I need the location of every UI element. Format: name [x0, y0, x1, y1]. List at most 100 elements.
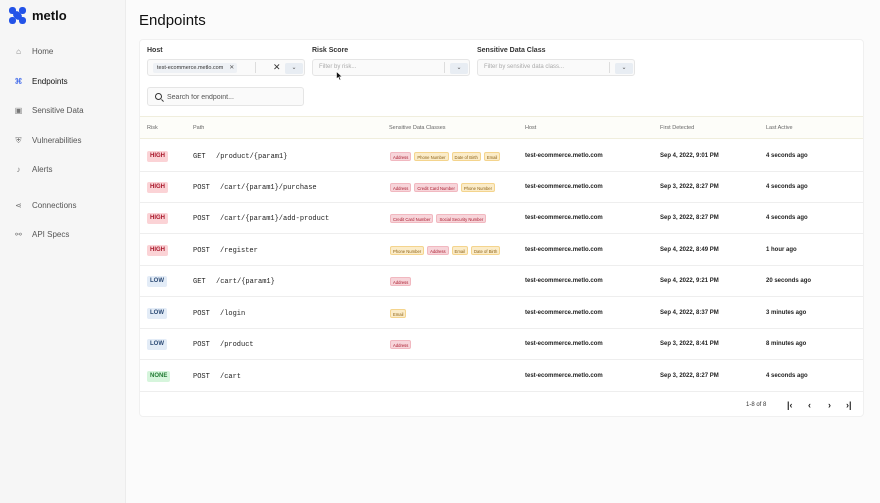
data-class-tag: Phone Number	[390, 246, 425, 255]
first-detected-cell: Sep 3, 2022, 8:27 PM	[660, 215, 719, 221]
search-input[interactable]	[167, 91, 297, 103]
risk-filter-select[interactable]: Filter by risk... ⌄	[312, 59, 470, 76]
table-row[interactable]: NONE POST/cart test-ecommerce.metlo.com Sep…	[140, 361, 863, 392]
sensitive-data-classes: Address Credit Card Number Phone Number	[390, 183, 496, 192]
risk-badge: HIGH	[147, 151, 168, 162]
data-class-tag: Social Security Number	[436, 214, 487, 223]
sidebar-item-api-specs[interactable]: ⚯ API Specs	[14, 230, 69, 239]
table-row[interactable]: HIGH POST/cart/{param1}/purchase Address Cr…	[140, 172, 863, 203]
last-active-cell: 4 seconds ago	[766, 153, 808, 159]
sidebar: metlo ⌂ Home ⌘ Endpoints ▣ Sensitive Data ⛨ Vul…	[0, 0, 126, 503]
risk-badge: HIGH	[147, 213, 168, 224]
http-method: POST	[193, 310, 210, 318]
sensitive-filter-select[interactable]: Filter by sensitive data class... ⌄	[477, 59, 635, 76]
data-class-tag: Credit Card Number	[390, 214, 434, 223]
column-header-sensitive-data-classes[interactable]: Sensitive Data Classes	[389, 125, 446, 131]
host-cell: test-ecommerce.metlo.com	[525, 247, 603, 253]
table-row[interactable]: HIGH GET/product/{param1} Address Phone Num…	[140, 141, 863, 172]
brand[interactable]: metlo	[9, 7, 67, 24]
data-class-tag: Address	[390, 152, 412, 161]
sidebar-item-alerts[interactable]: ♪ Alerts	[14, 165, 53, 174]
host-cell: test-ecommerce.metlo.com	[525, 310, 603, 316]
http-method: POST	[193, 184, 210, 192]
risk-badge: LOW	[147, 276, 167, 287]
endpoint-path: /product/{param1}	[216, 153, 288, 161]
endpoint-path: /product	[220, 341, 254, 349]
mouse-cursor-icon	[336, 71, 343, 81]
first-detected-cell: Sep 3, 2022, 8:41 PM	[660, 341, 719, 347]
data-class-tag: Credit Card Number	[414, 183, 458, 192]
chevron-down-icon[interactable]: ⌄	[285, 63, 303, 74]
sidebar-item-label: Connections	[32, 201, 77, 210]
prev-page-button[interactable]: ‹	[808, 400, 811, 410]
column-header-last-active[interactable]: Last Active	[766, 125, 793, 131]
chevron-down-icon[interactable]: ⌄	[450, 63, 468, 74]
chevron-down-icon[interactable]: ⌄	[615, 63, 633, 74]
http-method: POST	[193, 341, 210, 349]
table-row[interactable]: HIGH POST/register Phone Number Address Emai…	[140, 235, 863, 266]
sidebar-item-connections[interactable]: ⋖ Connections	[14, 201, 76, 210]
sidebar-item-label: Vulnerabilities	[32, 136, 82, 145]
table-row[interactable]: LOW GET/cart/{param1} Address test-ecommerc…	[140, 266, 863, 297]
brand-name: metlo	[32, 8, 67, 23]
http-method: POST	[193, 373, 210, 381]
share-icon: ⋖	[15, 201, 22, 210]
http-method: POST	[193, 215, 210, 223]
last-page-button[interactable]: ›|	[846, 400, 852, 410]
column-header-host[interactable]: Host	[525, 125, 537, 131]
last-active-cell: 1 hour ago	[766, 247, 797, 253]
host-cell: test-ecommerce.metlo.com	[525, 153, 603, 159]
risk-badge: HIGH	[147, 245, 168, 256]
sidebar-item-endpoints[interactable]: ⌘ Endpoints	[14, 77, 68, 86]
endpoint-search[interactable]	[147, 87, 304, 106]
shield-icon: ⛨	[15, 136, 22, 145]
table-row[interactable]: HIGH POST/cart/{param1}/add-product Credit…	[140, 203, 863, 234]
data-class-tag: Email	[483, 152, 501, 161]
last-active-cell: 4 seconds ago	[766, 184, 808, 190]
host-cell: test-ecommerce.metlo.com	[525, 373, 603, 379]
sidebar-item-vulnerabilities[interactable]: ⛨ Vulnerabilities	[14, 136, 82, 145]
http-method: GET	[193, 153, 206, 161]
data-class-tag: Phone Number	[414, 152, 449, 161]
endpoint-path: /register	[220, 247, 258, 255]
risk-filter-placeholder: Filter by risk...	[319, 64, 357, 70]
first-page-button[interactable]: |‹	[787, 400, 793, 410]
first-detected-cell: Sep 4, 2022, 8:37 PM	[660, 310, 719, 316]
sensitive-data-classes: Credit Card Number Social Security Number	[390, 214, 487, 223]
column-header-path[interactable]: Path	[193, 125, 205, 131]
search-icon	[155, 93, 162, 100]
remove-chip-icon[interactable]: ✕	[229, 65, 235, 71]
clear-selection-icon[interactable]: ✕	[273, 62, 281, 72]
sidebar-item-label: API Specs	[32, 230, 70, 239]
table-row[interactable]: LOW POST/login Email test-ecommerce.metlo.c…	[140, 298, 863, 329]
sidebar-item-label: Alerts	[32, 165, 53, 174]
metlo-logo-icon	[9, 7, 26, 24]
next-page-button[interactable]: ›	[828, 400, 831, 410]
sidebar-item-home[interactable]: ⌂ Home	[14, 47, 53, 56]
sidebar-item-label: Endpoints	[32, 77, 68, 86]
sidebar-item-sensitive-data[interactable]: ▣ Sensitive Data	[14, 106, 84, 115]
table-row[interactable]: LOW POST/product Address test-ecommerce.met…	[140, 329, 863, 360]
select-divider	[444, 62, 445, 73]
home-icon: ⌂	[16, 47, 21, 56]
column-header-first-detected[interactable]: First Detected	[660, 125, 695, 131]
plug-icon: ⚯	[15, 230, 22, 239]
last-active-cell: 3 minutes ago	[766, 310, 807, 316]
sensitive-filter-placeholder: Filter by sensitive data class...	[484, 64, 565, 70]
data-class-tag: Address	[427, 246, 449, 255]
column-header-risk[interactable]: Risk	[147, 125, 158, 131]
endpoint-path: /cart/{param1}	[216, 278, 275, 286]
first-detected-cell: Sep 3, 2022, 8:27 PM	[660, 184, 719, 190]
pagination-summary: 1-8 of 8	[746, 402, 767, 408]
sensitive-data-classes: Address	[390, 277, 412, 286]
http-method: POST	[193, 247, 210, 255]
last-active-cell: 4 seconds ago	[766, 373, 808, 379]
select-divider	[255, 62, 256, 73]
endpoint-path: /cart/{param1}/purchase	[220, 184, 317, 192]
endpoints-icon: ⌘	[14, 77, 23, 86]
host-filter-select[interactable]: test-ecommerce.metlo.com ✕ ✕ ⌄	[147, 59, 305, 76]
lock-icon: ▣	[14, 106, 23, 115]
risk-badge: LOW	[147, 339, 167, 350]
host-cell: test-ecommerce.metlo.com	[525, 278, 603, 284]
endpoint-path: /cart/{param1}/add-product	[220, 215, 330, 223]
